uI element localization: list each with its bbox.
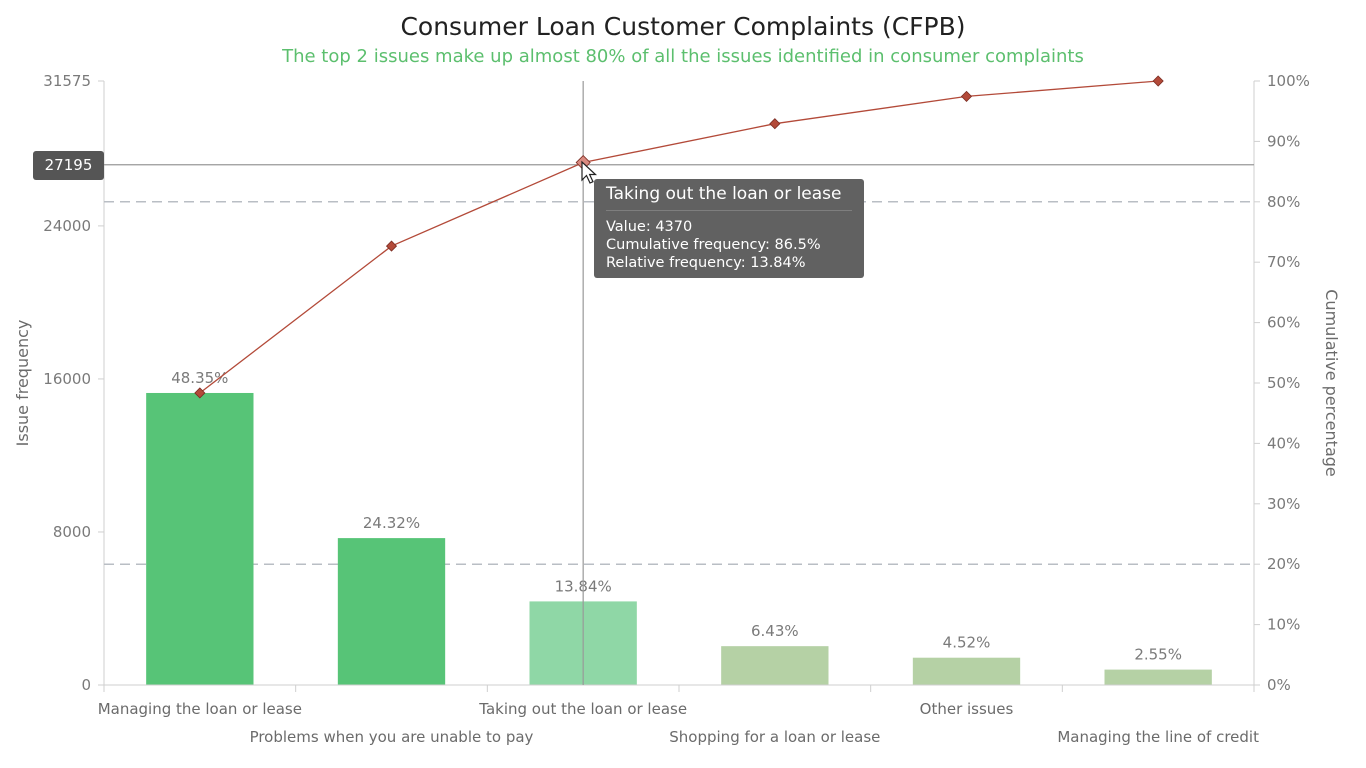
cumulative-marker-5 bbox=[960, 90, 973, 102]
bar-data-label: 24.32% bbox=[363, 514, 420, 532]
category-label: Managing the line of credit bbox=[1057, 728, 1259, 746]
category-label: Other issues bbox=[920, 700, 1014, 718]
data-tooltip: Taking out the loan or lease Value: 4370… bbox=[594, 179, 864, 278]
tooltip-cumulative: Cumulative frequency: 86.5% bbox=[606, 237, 821, 253]
cumulative-marker-2 bbox=[385, 240, 398, 252]
cumulative-marker-4 bbox=[769, 118, 781, 130]
chart-subtitle: The top 2 issues make up almost 80% of a… bbox=[282, 46, 1084, 67]
crosshair-value-label: 27195 bbox=[33, 151, 104, 180]
y-right-tick-label: 50% bbox=[1267, 374, 1300, 392]
category-label: Managing the loan or lease bbox=[98, 700, 302, 718]
y-axis-right-title: Cumulative percentage bbox=[1322, 289, 1341, 477]
category-label: Shopping for a loan or lease bbox=[669, 728, 880, 746]
y-right-tick-label: 100% bbox=[1267, 72, 1310, 90]
tooltip-relative: Relative frequency: 13.84% bbox=[606, 255, 806, 271]
y-left-tick-label: 0 bbox=[81, 676, 91, 694]
y-right-tick-label: 60% bbox=[1267, 314, 1300, 332]
cumulative-line bbox=[199, 80, 1159, 394]
y-right-tick-label: 0% bbox=[1267, 676, 1291, 694]
y-left-tick-label: 16000 bbox=[43, 370, 91, 388]
bar-data-label: 6.43% bbox=[751, 622, 799, 640]
tooltip-title: Taking out the loan or lease bbox=[606, 184, 852, 211]
y-right-tick-label: 10% bbox=[1267, 616, 1300, 634]
y-axis-left-title: Issue frequency bbox=[13, 320, 32, 447]
y-left-tick-label: 8000 bbox=[53, 523, 91, 541]
chart-title: Consumer Loan Customer Complaints (CFPB) bbox=[400, 12, 966, 41]
mouse-cursor-icon bbox=[581, 160, 598, 184]
cumulative-marker-6 bbox=[1152, 75, 1164, 87]
cumulative-marker-1 bbox=[194, 387, 206, 399]
bar-5 bbox=[912, 657, 1021, 685]
bar-1 bbox=[146, 392, 254, 685]
y-left-tick-label: 24000 bbox=[43, 217, 91, 235]
y-right-tick-label: 80% bbox=[1267, 193, 1300, 211]
y-left-tick-label: 31575 bbox=[43, 72, 91, 90]
bar-6 bbox=[1104, 669, 1212, 685]
y-right-tick-label: 30% bbox=[1267, 495, 1300, 513]
y-right-tick-label: 70% bbox=[1267, 253, 1300, 271]
y-right-tick-label: 40% bbox=[1267, 434, 1300, 452]
bar-4 bbox=[721, 646, 829, 685]
bar-2 bbox=[337, 538, 446, 685]
category-label: Problems when you are unable to pay bbox=[250, 728, 534, 746]
y-right-tick-label: 20% bbox=[1267, 555, 1300, 573]
bar-data-label: 4.52% bbox=[943, 634, 991, 652]
y-right-tick-label: 90% bbox=[1267, 132, 1300, 150]
tooltip-value: Value: 4370 bbox=[606, 219, 693, 235]
category-label: Taking out the loan or lease bbox=[478, 700, 687, 718]
bar-data-label: 2.55% bbox=[1134, 646, 1182, 664]
